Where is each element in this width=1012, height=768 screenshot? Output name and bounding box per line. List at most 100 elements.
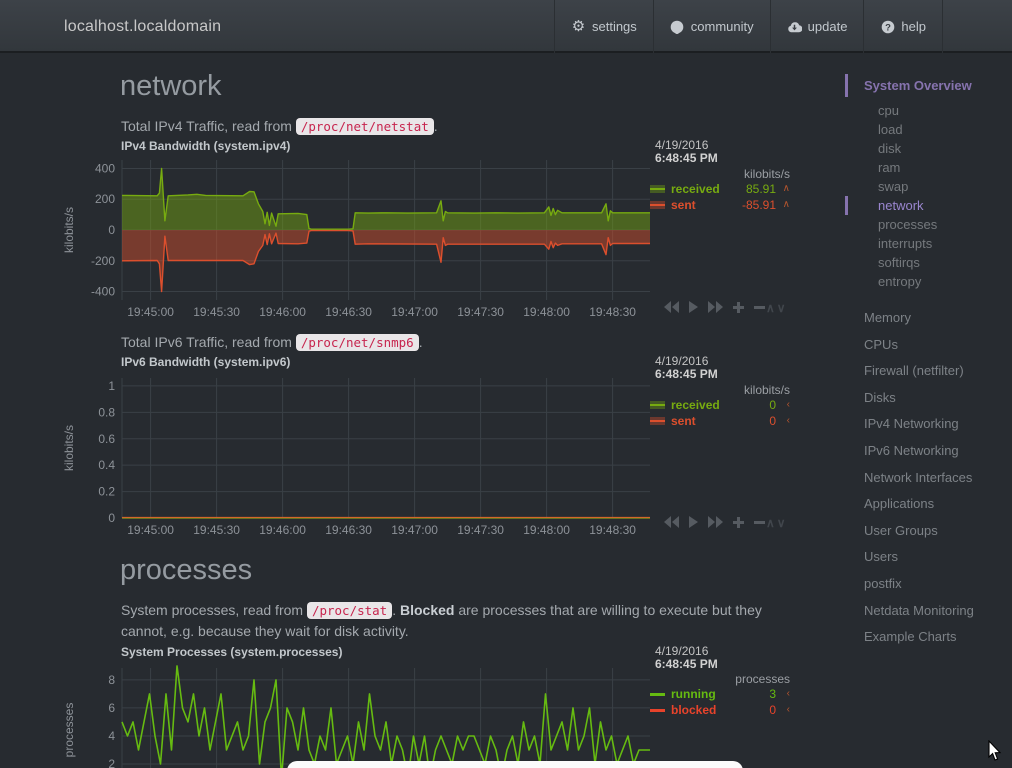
chart-title-ipv4: IPv4 Bandwidth (system.ipv4) [121, 139, 290, 153]
trend-flat-icon: ‹ [787, 704, 790, 715]
help-button-label: help [901, 19, 926, 34]
sidebar-item-example-charts[interactable]: Example Charts [845, 624, 1012, 651]
legend-swatch [650, 201, 665, 209]
sidebar-item-ram[interactable]: ram [845, 158, 1012, 177]
chart-toolbox-ipv6 [664, 516, 765, 528]
sidebar-item-firewall-netfilter-[interactable]: Firewall (netfilter) [845, 358, 1012, 385]
legend-value: 0 [769, 414, 776, 428]
legend-swatch [650, 417, 665, 425]
sidebar-item-netdata-monitoring[interactable]: Netdata Monitoring [845, 598, 1012, 625]
svg-text:19:47:30: 19:47:30 [457, 523, 504, 537]
svg-text:-400: -400 [91, 285, 115, 299]
bottom-popup[interactable] [287, 761, 743, 768]
svg-text:8: 8 [108, 673, 115, 687]
svg-text:19:46:30: 19:46:30 [325, 523, 372, 537]
sidebar-item-load[interactable]: load [845, 120, 1012, 139]
sidebar-item-swap[interactable]: swap [845, 177, 1012, 196]
sidebar-item-users[interactable]: Users [845, 544, 1012, 571]
legend-item-sent[interactable]: sent 0 ‹ [650, 414, 790, 428]
sidebar-item-ipv6-networking[interactable]: IPv6 Networking [845, 438, 1012, 465]
text-part: . [419, 334, 423, 350]
sidebar-title-system-overview[interactable]: System Overview [845, 74, 1012, 97]
sidebar-nav: System Overview cpuloaddiskramswapnetwor… [845, 74, 1012, 651]
chart-time-ipv4: 6:48:45 PM [655, 151, 718, 165]
chart-title-ipv6: IPv6 Bandwidth (system.ipv6) [121, 355, 290, 369]
settings-button[interactable]: ⚙ settings [554, 0, 653, 53]
legend-label: sent [671, 414, 696, 428]
trend-flat-icon: ‹ [787, 688, 790, 699]
legend-item-blocked[interactable]: blocked 0 ‹ [650, 703, 790, 717]
trend-flat-icon: ‹ [787, 415, 790, 426]
ipv6-intro-text: Total IPv6 Traffic, read from /proc/net/… [121, 332, 423, 353]
legend-item-running[interactable]: running 3 ‹ [650, 687, 790, 701]
play-icon[interactable] [689, 516, 698, 528]
legend-swatch [650, 401, 665, 409]
svg-text:1: 1 [108, 379, 115, 393]
legend-swatch [650, 185, 665, 193]
pan-backward-icon[interactable] [664, 301, 679, 313]
sidebar-item-user-groups[interactable]: User Groups [845, 518, 1012, 545]
svg-text:19:45:00: 19:45:00 [127, 305, 174, 319]
text-part: Total IPv4 Traffic, read from [121, 118, 296, 134]
svg-text:-200: -200 [91, 254, 115, 268]
help-button[interactable]: ? help [863, 0, 943, 53]
sidebar-item-applications[interactable]: Applications [845, 491, 1012, 518]
sidebar-item-entropy[interactable]: entropy [845, 272, 1012, 291]
sidebar-item-interrupts[interactable]: interrupts [845, 234, 1012, 253]
chart-resize-handle[interactable]: ∧∨ [766, 301, 788, 315]
chart-ipv4-bandwidth[interactable]: 4002000-200-40019:45:0019:45:3019:46:001… [60, 160, 650, 318]
zoom-in-icon[interactable] [733, 302, 744, 313]
svg-text:19:46:00: 19:46:00 [259, 523, 306, 537]
chart-date-ipv4: 4/19/2016 [655, 138, 708, 152]
chart-time-processes: 6:48:45 PM [655, 657, 718, 671]
sidebar-item-disks[interactable]: Disks [845, 385, 1012, 412]
trend-up-icon: ∧ [783, 183, 790, 194]
pan-forward-icon[interactable] [708, 516, 723, 528]
chart-resize-handle[interactable]: ∧∨ [766, 516, 788, 530]
svg-text:19:47:30: 19:47:30 [457, 305, 504, 319]
svg-text:0.4: 0.4 [98, 458, 115, 472]
svg-text:2: 2 [108, 757, 115, 768]
text-part: . [434, 118, 438, 134]
svg-text:kilobits/s: kilobits/s [62, 207, 76, 253]
sidebar-item-cpu[interactable]: cpu [845, 101, 1012, 120]
legend-item-received[interactable]: received 0 ‹ [650, 398, 790, 412]
svg-text:19:47:00: 19:47:00 [391, 523, 438, 537]
chart-ipv6-bandwidth[interactable]: 10.80.60.40.2019:45:0019:45:3019:46:0019… [60, 378, 650, 536]
legend-label: received [671, 398, 720, 412]
legend-item-received[interactable]: received 85.91 ∧ [650, 182, 790, 196]
sidebar-item-processes[interactable]: processes [845, 215, 1012, 234]
mouse-cursor [988, 740, 1003, 767]
sidebar-item-cpus[interactable]: CPUs [845, 332, 1012, 359]
sidebar-item-network-interfaces[interactable]: Network Interfaces [845, 465, 1012, 492]
text-part: Total IPv6 Traffic, read from [121, 334, 296, 350]
sidebar-item-postfix[interactable]: postfix [845, 571, 1012, 598]
play-icon[interactable] [689, 301, 698, 313]
bold-text: Blocked [400, 602, 454, 618]
svg-text:kilobits/s: kilobits/s [62, 425, 76, 471]
sidebar-item-softirqs[interactable]: softirqs [845, 253, 1012, 272]
community-button[interactable]: community [653, 0, 770, 53]
sidebar-item-disk[interactable]: disk [845, 139, 1012, 158]
zoom-in-icon[interactable] [733, 517, 744, 528]
sidebar-item-memory[interactable]: Memory [845, 305, 1012, 332]
legend-item-sent[interactable]: sent -85.91 ∧ [650, 198, 790, 212]
chart-system-processes[interactable]: 8642processes [60, 668, 650, 768]
svg-text:6: 6 [108, 701, 115, 715]
ipv4-intro-text: Total IPv4 Traffic, read from /proc/net/… [121, 116, 438, 137]
svg-text:19:45:00: 19:45:00 [127, 523, 174, 537]
zoom-out-icon[interactable] [754, 302, 765, 313]
pan-backward-icon[interactable] [664, 516, 679, 528]
hostname-label: localhost.localdomain [64, 0, 221, 53]
svg-text:0.6: 0.6 [98, 432, 115, 446]
legend-value: 85.91 [746, 182, 776, 196]
svg-text:?: ? [885, 22, 891, 33]
legend-unit-ipv6: kilobits/s [650, 383, 790, 397]
svg-text:200: 200 [95, 192, 115, 206]
update-button[interactable]: update [770, 0, 864, 53]
pan-forward-icon[interactable] [708, 301, 723, 313]
legend-value: 0 [769, 703, 776, 717]
sidebar-item-network[interactable]: network [845, 196, 1012, 215]
zoom-out-icon[interactable] [754, 517, 765, 528]
sidebar-item-ipv4-networking[interactable]: IPv4 Networking [845, 411, 1012, 438]
